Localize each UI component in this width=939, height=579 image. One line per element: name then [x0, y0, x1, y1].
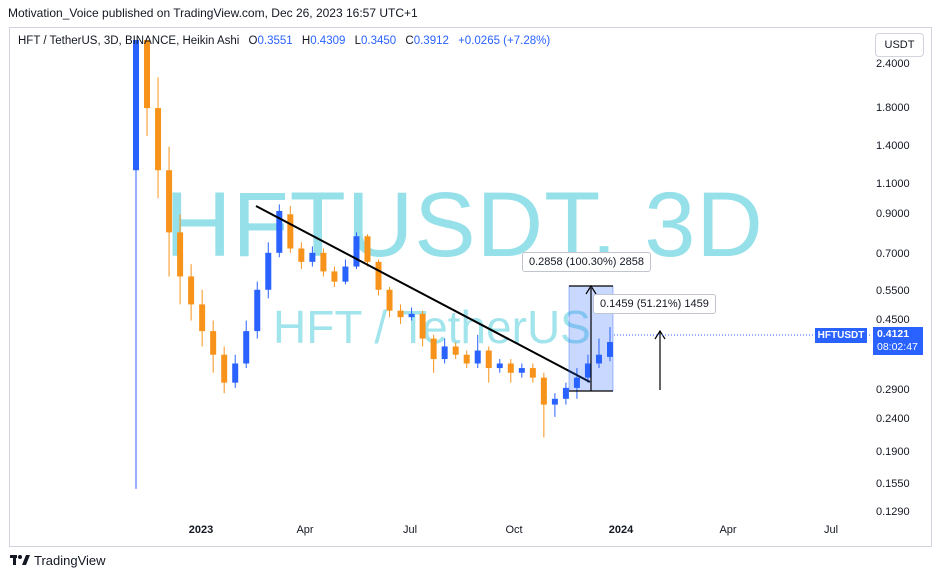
y-tick-label: 0.4500 — [876, 314, 910, 326]
y-tick-label: 0.1900 — [876, 446, 910, 458]
x-tick-label: 2024 — [608, 524, 634, 536]
candle-body — [474, 350, 481, 364]
x-tick-label: Jul — [402, 524, 418, 536]
candle-body — [562, 387, 569, 399]
open-value: 0.3551 — [257, 35, 293, 47]
symbol-price-tag: HFTUSDT — [815, 328, 867, 343]
candle-body — [496, 363, 503, 369]
chart-frame[interactable] — [9, 27, 932, 547]
candle-body — [298, 248, 305, 262]
close-value: 0.3912 — [413, 35, 449, 47]
symbol-title[interactable]: HFT / TetherUS, 3D, BINANCE, Heikin Ashi — [18, 35, 240, 47]
y-tick-label: 1.4000 — [876, 140, 910, 152]
candle-body — [177, 232, 184, 277]
candle-body — [155, 108, 162, 171]
published-line: Motivation_Voice published on TradingVie… — [8, 6, 418, 20]
candle-body — [232, 363, 239, 383]
candle-body — [584, 363, 591, 378]
x-tick-label: Oct — [505, 524, 523, 536]
candle-body — [199, 304, 206, 332]
low-label: L — [354, 35, 361, 47]
footer-brand-label: TradingView — [34, 553, 106, 568]
change-value: +0.0265 (+7.28%) — [458, 35, 551, 47]
candle-body — [320, 252, 327, 272]
candle-body — [529, 368, 536, 378]
x-tick-label: 2023 — [188, 524, 214, 536]
candle-body — [573, 377, 580, 388]
candle-body — [221, 354, 228, 383]
candle-body — [144, 40, 151, 109]
candle-body — [408, 313, 415, 318]
target-arrowhead — [654, 329, 666, 340]
high-label: H — [301, 35, 311, 47]
candle-body — [331, 271, 338, 282]
candle-body — [309, 252, 316, 262]
candle-body — [276, 210, 283, 253]
y-tick-label: 2.4000 — [876, 58, 910, 70]
candle-body — [342, 266, 349, 282]
low-value: 0.3450 — [361, 35, 397, 47]
x-tick-label: Apr — [296, 524, 314, 536]
last-price-value: 0.4121 — [877, 328, 910, 340]
range-measure-label[interactable]: 0.2858 (100.30%) 2858 — [522, 252, 651, 272]
candle-body — [551, 398, 558, 405]
y-tick-label: 0.7000 — [876, 248, 910, 260]
last-price-box: 0.4121 08:02:47 — [873, 327, 923, 355]
candle-body — [188, 276, 195, 305]
candle-body — [364, 236, 371, 262]
x-tick-label: Jul — [823, 524, 839, 536]
x-tick-label: Apr — [719, 524, 737, 536]
open-label: O — [248, 35, 258, 47]
y-tick-label: 1.8000 — [876, 102, 910, 114]
candle-body — [166, 170, 173, 233]
y-tick-label: 0.9000 — [876, 208, 910, 220]
tradingview-logo-icon — [10, 554, 30, 565]
y-tick-label: 0.2400 — [876, 413, 910, 425]
candle-body — [243, 331, 250, 364]
candle-body — [452, 346, 459, 355]
candle-body — [507, 363, 514, 373]
candle-body — [595, 354, 602, 364]
high-value: 0.4309 — [310, 35, 346, 47]
y-tick-label: 0.1290 — [876, 506, 910, 518]
candles-group — [133, 40, 613, 489]
candle-body — [540, 377, 547, 405]
bar-countdown: 08:02:47 — [877, 341, 918, 353]
candle-body — [386, 289, 393, 311]
move-measure-label[interactable]: 0.1459 (51.21%) 1459 — [593, 294, 716, 314]
y-tick-label: 0.5500 — [876, 285, 910, 297]
symbol-legend: HFT / TetherUS, 3D, BINANCE, Heikin Ashi… — [18, 35, 550, 47]
y-tick-label: 1.1000 — [876, 178, 910, 190]
candle-body — [254, 289, 261, 332]
candle-body — [430, 338, 437, 360]
candle-body — [210, 331, 217, 355]
symbol-watermark: HFTUSDT, 3D — [165, 174, 764, 276]
candle-body — [265, 252, 272, 290]
footer-brand[interactable]: TradingView — [10, 553, 106, 568]
y-tick-label: 0.1550 — [876, 478, 910, 490]
candle-body — [353, 236, 360, 267]
candle-body — [133, 40, 139, 171]
candle-body — [485, 350, 492, 369]
candle-body — [518, 368, 525, 373]
candle-body — [397, 310, 404, 318]
candle-body — [607, 342, 613, 357]
trendline[interactable] — [255, 205, 591, 383]
candle-body — [463, 354, 470, 364]
candle-body — [375, 261, 382, 290]
candle-body — [441, 346, 448, 360]
currency-button[interactable]: USDT — [875, 33, 924, 57]
candle-body — [287, 214, 294, 249]
price-range-arrowhead — [585, 284, 597, 295]
close-label: C — [405, 35, 414, 47]
candle-body — [419, 313, 426, 339]
y-tick-label: 0.2900 — [876, 384, 910, 396]
